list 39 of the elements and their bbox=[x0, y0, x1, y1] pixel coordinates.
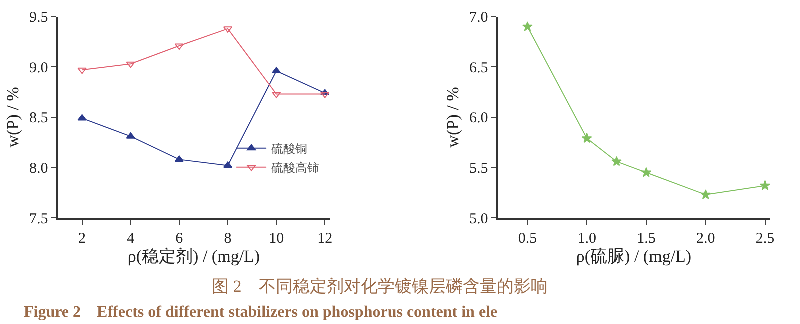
x-axis-title: ρ(硫脲) / (mg/L) bbox=[576, 246, 692, 266]
legend-label: 硫酸高铈 bbox=[272, 161, 320, 176]
y-tick-label: 8.0 bbox=[30, 161, 48, 177]
point bbox=[78, 114, 87, 121]
legend-label: 硫酸铜 bbox=[272, 142, 308, 156]
point bbox=[522, 22, 533, 32]
y-tick-label: 8.5 bbox=[30, 110, 48, 127]
y-tick-label: 9.0 bbox=[30, 60, 48, 76]
y-axis-title: w(P) / % bbox=[4, 87, 23, 148]
y-tick-label: 7.0 bbox=[470, 10, 488, 26]
x-tick-label: 2.5 bbox=[756, 230, 775, 247]
x-tick-label: 6 bbox=[176, 230, 184, 247]
point bbox=[174, 44, 184, 50]
x-tick-label: 4 bbox=[127, 230, 136, 247]
y-tick-label: 5.0 bbox=[470, 211, 488, 228]
x-tick-label: 8 bbox=[224, 230, 232, 247]
x-tick-label: 2 bbox=[78, 230, 86, 247]
caption: Figure 2 Effects of different stabilizers on phosphorus content in ele bbox=[24, 304, 498, 321]
y-tick-label: 6.0 bbox=[470, 110, 488, 127]
y-tick-label: 5.5 bbox=[470, 161, 488, 177]
point bbox=[760, 180, 770, 190]
point bbox=[582, 133, 592, 144]
x-tick-label: 0.5 bbox=[518, 230, 538, 247]
x-tick-label: 12 bbox=[318, 230, 333, 247]
point bbox=[612, 156, 622, 166]
y-tick-label: 9.5 bbox=[30, 10, 48, 26]
point bbox=[700, 190, 712, 200]
x-tick-label: 10 bbox=[269, 230, 284, 247]
x-axis-title: ρ(稳定剂) / (mg/L) bbox=[128, 246, 260, 266]
point bbox=[78, 68, 87, 74]
y-tick-label: 6.5 bbox=[470, 60, 488, 76]
x-tick-label: 1.0 bbox=[578, 230, 596, 247]
caption: 图 2 不同稳定剂对化学镀镍层磷含量的影响 bbox=[212, 277, 548, 296]
x-tick-label: 2.0 bbox=[696, 230, 716, 247]
x-tick-label: 1.5 bbox=[637, 230, 656, 247]
y-tick-label: 7.5 bbox=[30, 211, 48, 228]
point bbox=[126, 62, 136, 68]
point bbox=[641, 167, 652, 178]
y-axis-title: w(P) / % bbox=[444, 87, 463, 148]
